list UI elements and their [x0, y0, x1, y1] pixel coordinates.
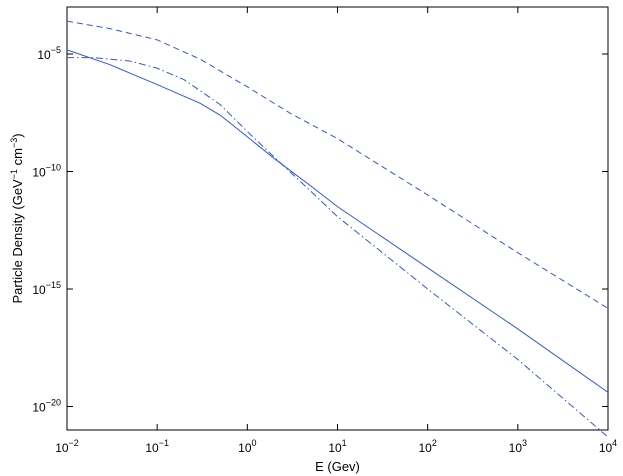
y-tick-label: 10−5: [37, 45, 61, 62]
x-tick-label: 102: [418, 438, 436, 455]
x-tick-label: 10−2: [55, 438, 79, 455]
x-tick-label: 104: [599, 438, 617, 455]
y-axis-label-pre: Particle Density (GeV: [10, 179, 25, 304]
y-tick-label: 10−10: [32, 163, 61, 180]
x-tick-label: 100: [238, 438, 256, 455]
x-tick-label: 103: [509, 438, 527, 455]
y-axis-label-exp1: −1: [9, 169, 19, 179]
y-axis-label-mid: cm: [10, 148, 25, 169]
x-tick-label: 10−1: [145, 438, 169, 455]
y-axis-label-post: ): [10, 133, 25, 137]
tick-layer: 10−2 10−1 100 101 102 103 104 10−5 10−10 10−15 10−…: [32, 7, 617, 455]
x-axis-label: E (Gev): [315, 459, 360, 474]
x-tick-label: 101: [328, 438, 346, 455]
y-tick-label: 10−20: [32, 398, 61, 415]
series-line-solid: [66, 49, 609, 393]
plot-area: [66, 6, 609, 431]
y-axis-label: Particle Density (GeV−1 cm−3): [9, 133, 25, 303]
series-layer: [66, 20, 609, 438]
y-tick-label: 10−15: [32, 280, 61, 297]
series-line-dashdot: [67, 57, 609, 438]
y-axis-label-exp2: −3: [9, 138, 19, 148]
